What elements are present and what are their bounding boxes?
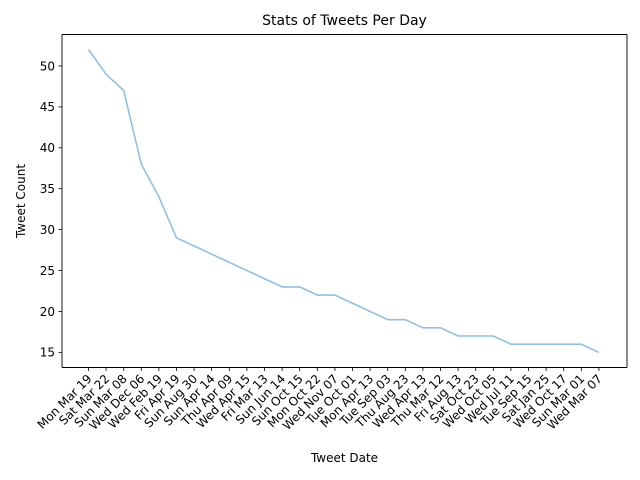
y-tick-label: 30 <box>40 223 55 237</box>
y-tick-label: 50 <box>40 59 55 73</box>
series-line <box>87 49 600 354</box>
plot-frame <box>61 34 628 368</box>
y-tick-label: 20 <box>40 305 55 319</box>
chart-title: Stats of Tweets Per Day <box>262 13 427 29</box>
y-tick-label: 40 <box>40 141 55 155</box>
y-tick-label: 45 <box>40 100 55 114</box>
series-group <box>87 49 600 354</box>
y-tick-label: 25 <box>40 264 55 278</box>
y-tick-label: 15 <box>40 346 55 360</box>
y-axis-title: Tweet Count <box>14 164 28 239</box>
y-axis-ticks: 15 20 25 30 35 40 45 50 <box>40 59 62 360</box>
y-tick-label: 35 <box>40 182 55 196</box>
x-axis-title: Tweet Date <box>310 451 378 465</box>
